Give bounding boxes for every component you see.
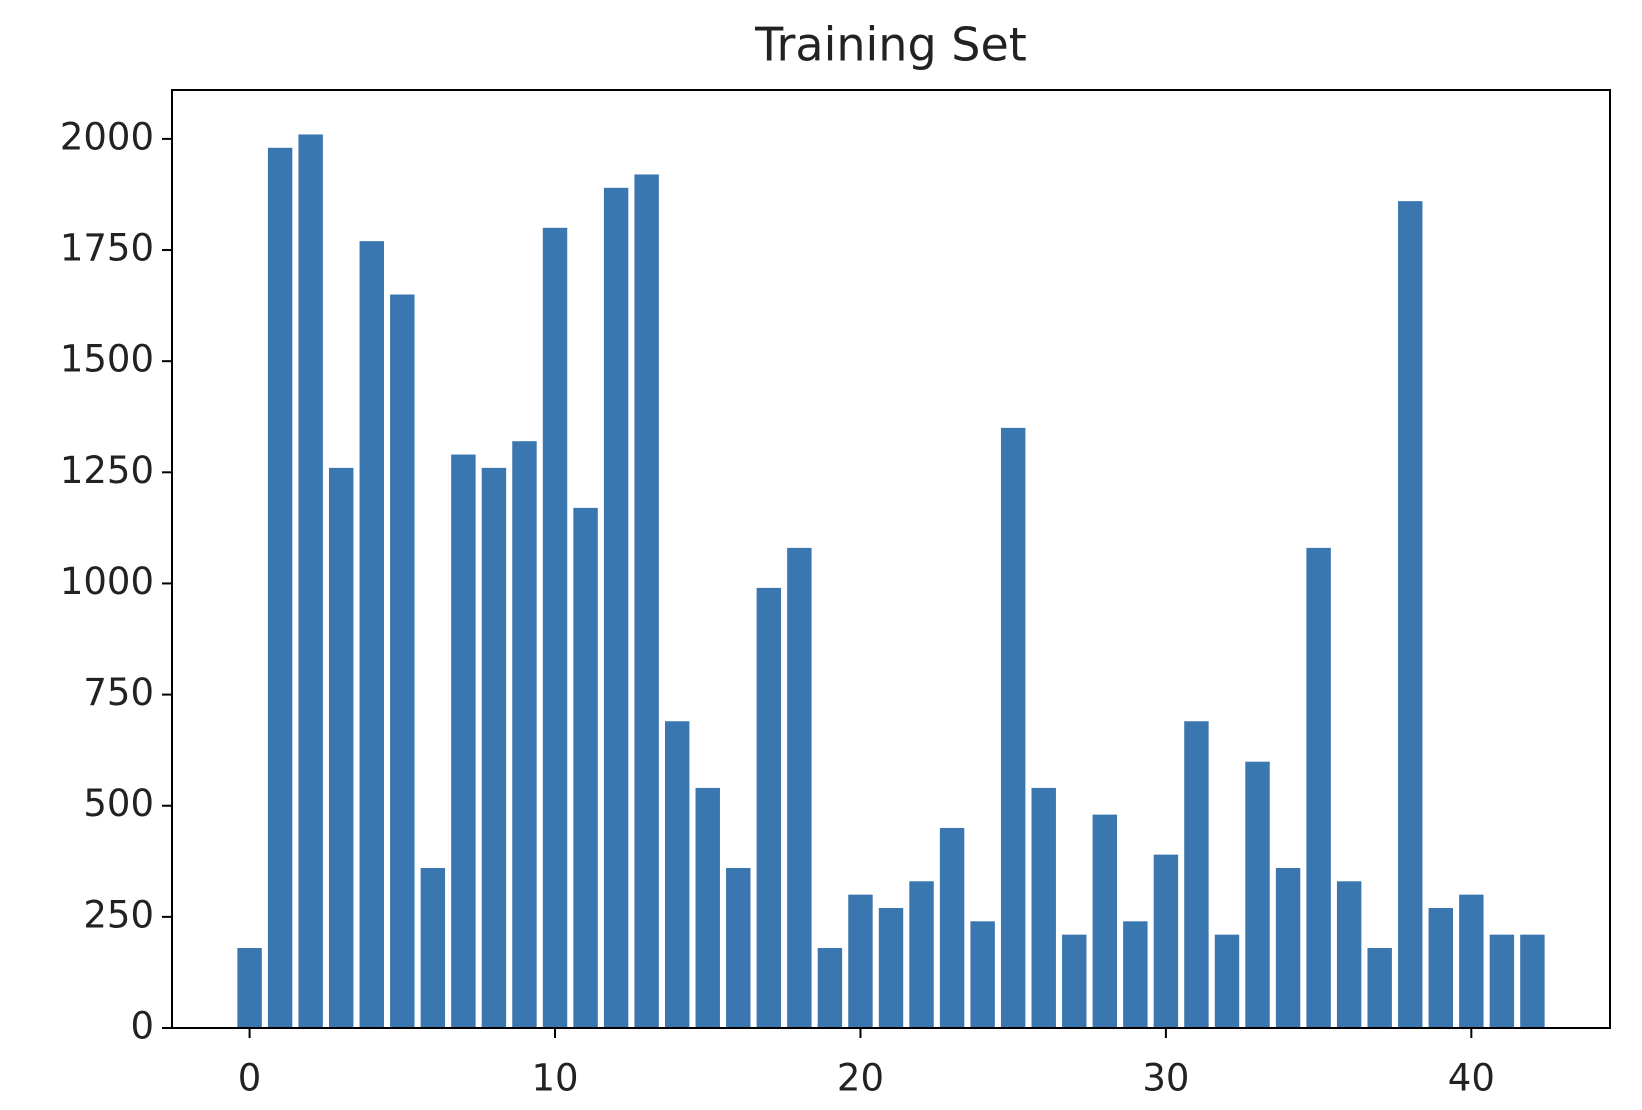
bar xyxy=(939,827,965,1028)
bar xyxy=(1184,721,1209,1028)
y-tick-label: 750 xyxy=(83,671,154,714)
bar xyxy=(267,147,293,1028)
bar xyxy=(1520,934,1545,1028)
bar xyxy=(1031,787,1056,1028)
bar xyxy=(848,894,873,1028)
bar xyxy=(1153,854,1179,1028)
bar xyxy=(451,454,476,1029)
bar xyxy=(1336,881,1362,1028)
bar xyxy=(1489,934,1515,1028)
bar xyxy=(1275,867,1301,1028)
bar xyxy=(542,227,568,1028)
y-tick-label: 1500 xyxy=(60,338,154,381)
bar xyxy=(970,921,995,1028)
bar xyxy=(1306,547,1331,1028)
bar xyxy=(603,187,629,1028)
y-tick-label: 500 xyxy=(83,782,154,825)
bar xyxy=(237,947,262,1028)
bar xyxy=(1398,201,1423,1028)
bar xyxy=(634,174,659,1028)
x-tick-label: 30 xyxy=(1142,1057,1189,1100)
bar xyxy=(1123,921,1148,1028)
bar xyxy=(1214,934,1240,1028)
bar xyxy=(1367,947,1392,1028)
y-tick-label: 1750 xyxy=(60,227,154,270)
chart-title: Training Set xyxy=(754,18,1027,72)
bar xyxy=(1092,814,1118,1028)
bar xyxy=(695,787,720,1028)
bar xyxy=(664,721,690,1028)
x-tick-label: 20 xyxy=(837,1057,884,1100)
bar xyxy=(573,507,598,1028)
bar xyxy=(878,907,904,1028)
bar xyxy=(328,467,354,1028)
bar xyxy=(726,867,751,1028)
y-tick-label: 1000 xyxy=(60,560,154,603)
bar xyxy=(1459,894,1484,1028)
bar xyxy=(817,947,843,1028)
bar xyxy=(1000,427,1026,1029)
bar xyxy=(1245,761,1270,1028)
bar xyxy=(390,294,415,1028)
bar xyxy=(420,867,446,1028)
bar xyxy=(298,134,323,1029)
y-tick-label: 1250 xyxy=(60,449,154,492)
x-tick-label: 40 xyxy=(1448,1057,1495,1100)
y-tick-label: 250 xyxy=(83,893,154,936)
bar xyxy=(359,241,384,1029)
bar xyxy=(909,881,934,1028)
bar xyxy=(512,441,537,1028)
bar xyxy=(1428,907,1454,1028)
y-tick-label: 0 xyxy=(130,1005,154,1048)
bar xyxy=(1062,934,1087,1028)
x-tick-label: 0 xyxy=(238,1057,262,1100)
bar xyxy=(481,467,507,1028)
bar xyxy=(787,547,812,1028)
x-tick-label: 10 xyxy=(531,1057,578,1100)
plot-frame xyxy=(171,89,1611,1029)
bar xyxy=(756,587,782,1028)
y-tick-label: 2000 xyxy=(60,115,154,158)
